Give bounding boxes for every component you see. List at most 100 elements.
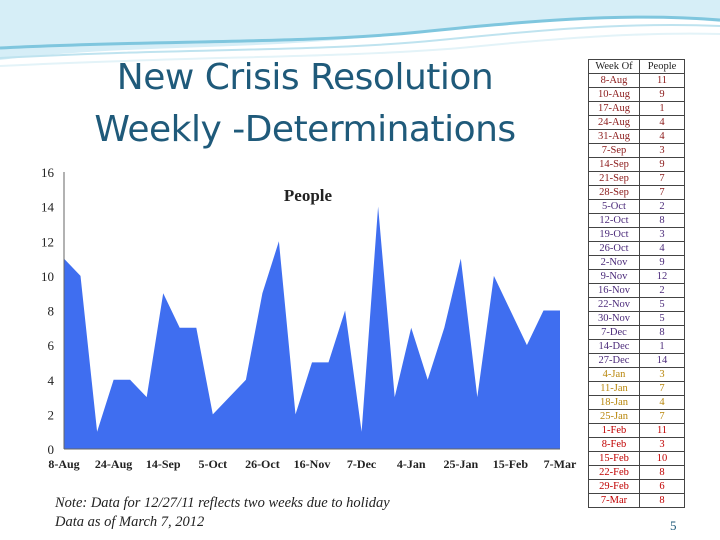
- table-row: 9-Nov 12: [588, 269, 685, 284]
- header-wave-decoration: [0, 0, 720, 67]
- table-row: 31-Aug 4: [588, 129, 685, 144]
- table-cell-people: 7: [639, 381, 685, 396]
- table-cell-people: 3: [639, 437, 685, 452]
- table-cell-people: 9: [639, 157, 685, 172]
- y-tick-label: 16: [41, 165, 55, 180]
- table-cell-people: 3: [639, 227, 685, 242]
- x-tick-label: 5-Oct: [198, 457, 227, 471]
- table-row: 7-Dec 8: [588, 325, 685, 340]
- table-cell-people: 12: [639, 269, 685, 284]
- table-cell-people: 4: [639, 241, 685, 256]
- x-tick-label: 4-Jan: [397, 457, 426, 471]
- table-row: 7-Sep 3: [588, 143, 685, 158]
- table-body: 8-Aug 11 10-Aug 9 17-Aug 1 24-Aug 4 31-Aug 4 7-Sep…: [588, 73, 685, 508]
- table-cell-week: 30-Nov: [588, 311, 640, 326]
- y-tick-label: 8: [48, 304, 55, 319]
- table-cell-people: 9: [639, 255, 685, 270]
- table-cell-week: 5-Oct: [588, 199, 640, 214]
- x-tick-label: 16-Nov: [294, 457, 331, 471]
- table-row: 28-Sep 7: [588, 185, 685, 200]
- table-cell-people: 9: [639, 87, 685, 102]
- table-row: 19-Oct 3: [588, 227, 685, 242]
- table-cell-people: 3: [639, 367, 685, 382]
- table-row: 5-Oct 2: [588, 199, 685, 214]
- table-cell-week: 1-Feb: [588, 423, 640, 438]
- table-cell-week: 29-Feb: [588, 479, 640, 494]
- table-cell-week: 22-Nov: [588, 297, 640, 312]
- table-cell-people: 4: [639, 395, 685, 410]
- table-cell-week: 19-Oct: [588, 227, 640, 242]
- table-row: 24-Aug 4: [588, 115, 685, 130]
- table-cell-week: 4-Jan: [588, 367, 640, 382]
- table-cell-people: 1: [639, 101, 685, 116]
- people-area-chart: 0 2 4 6 8 10 12 14 16 8-Aug 24-Aug 14-Sep 5-Oct 26-Oc…: [41, 165, 577, 471]
- footnote: Note: Data for 12/27/11 reflects two wee…: [55, 494, 485, 532]
- table-cell-week: 22-Feb: [588, 465, 640, 480]
- table-cell-people: 14: [639, 353, 685, 368]
- table-cell-people: 1: [639, 339, 685, 354]
- x-tick-label: 24-Aug: [95, 457, 132, 471]
- table-row: 8-Feb 3: [588, 437, 685, 452]
- table-row: 30-Nov 5: [588, 311, 685, 326]
- table-cell-people: 11: [639, 73, 685, 88]
- table-cell-people: 5: [639, 297, 685, 312]
- table-row: 7-Mar 8: [588, 493, 685, 508]
- y-tick-label: 4: [48, 373, 55, 388]
- table-cell-week: 9-Nov: [588, 269, 640, 284]
- table-row: 25-Jan 7: [588, 409, 685, 424]
- table-row: 27-Dec 14: [588, 353, 685, 368]
- footnote-line-2: Data as of March 7, 2012: [55, 514, 205, 530]
- table-cell-week: 31-Aug: [588, 129, 640, 144]
- table-cell-people: 6: [639, 479, 685, 494]
- table-row: 22-Nov 5: [588, 297, 685, 312]
- table-row: 8-Aug 11: [588, 73, 685, 88]
- y-tick-label: 2: [48, 407, 55, 422]
- table-cell-week: 12-Oct: [588, 213, 640, 228]
- y-tick-label: 0: [48, 442, 55, 457]
- table-cell-week: 8-Feb: [588, 437, 640, 452]
- footnote-line-1: Note: Data for 12/27/11 reflects two wee…: [55, 495, 390, 511]
- x-tick-label: 15-Feb: [493, 457, 529, 471]
- table-cell-people: 8: [639, 465, 685, 480]
- table-row: 17-Aug 1: [588, 101, 685, 116]
- x-tick-label: 14-Sep: [146, 457, 181, 471]
- table-cell-people: 3: [639, 143, 685, 158]
- table-cell-people: 10: [639, 451, 685, 466]
- table-cell-week: 27-Dec: [588, 353, 640, 368]
- table-row: 15-Feb 10: [588, 451, 685, 466]
- table-row: 1-Feb 11: [588, 423, 685, 438]
- series-area-people: [64, 206, 560, 449]
- table-cell-people: 8: [639, 213, 685, 228]
- table-cell-people: 8: [639, 493, 685, 508]
- table-cell-people: 7: [639, 409, 685, 424]
- table-cell-people: 11: [639, 423, 685, 438]
- table-cell-people: 7: [639, 171, 685, 186]
- weekly-table: Week Of People 8-Aug 11 10-Aug 9 17-Aug 1 24-A…: [588, 59, 685, 508]
- table-cell-people: 4: [639, 115, 685, 130]
- table-cell-week: 18-Jan: [588, 395, 640, 410]
- table-row: 16-Nov 2: [588, 283, 685, 298]
- table-row: 11-Jan 7: [588, 381, 685, 396]
- table-cell-week: 14-Sep: [588, 157, 640, 172]
- page-number: 5: [670, 518, 677, 533]
- chart-title: People: [284, 186, 333, 205]
- table-cell-week: 7-Dec: [588, 325, 640, 340]
- table-cell-week: 2-Nov: [588, 255, 640, 270]
- header-week: Week Of: [588, 59, 640, 74]
- table-cell-week: 7-Mar: [588, 493, 640, 508]
- y-tick-label: 6: [48, 338, 55, 353]
- table-cell-week: 25-Jan: [588, 409, 640, 424]
- table-cell-people: 7: [639, 185, 685, 200]
- table-cell-people: 4: [639, 129, 685, 144]
- table-cell-week: 15-Feb: [588, 451, 640, 466]
- table-row: 29-Feb 6: [588, 479, 685, 494]
- table-cell-week: 8-Aug: [588, 73, 640, 88]
- table-cell-week: 11-Jan: [588, 381, 640, 396]
- table-cell-week: 26-Oct: [588, 241, 640, 256]
- table-row: 22-Feb 8: [588, 465, 685, 480]
- table-cell-week: 24-Aug: [588, 115, 640, 130]
- table-header-row: Week Of People: [588, 59, 685, 74]
- table-cell-week: 16-Nov: [588, 283, 640, 298]
- table-row: 10-Aug 9: [588, 87, 685, 102]
- table-cell-people: 8: [639, 325, 685, 340]
